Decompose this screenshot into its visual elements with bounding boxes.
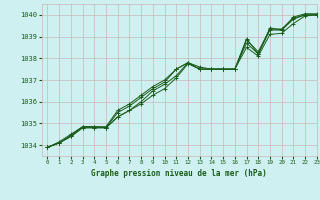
X-axis label: Graphe pression niveau de la mer (hPa): Graphe pression niveau de la mer (hPa) <box>91 169 267 178</box>
